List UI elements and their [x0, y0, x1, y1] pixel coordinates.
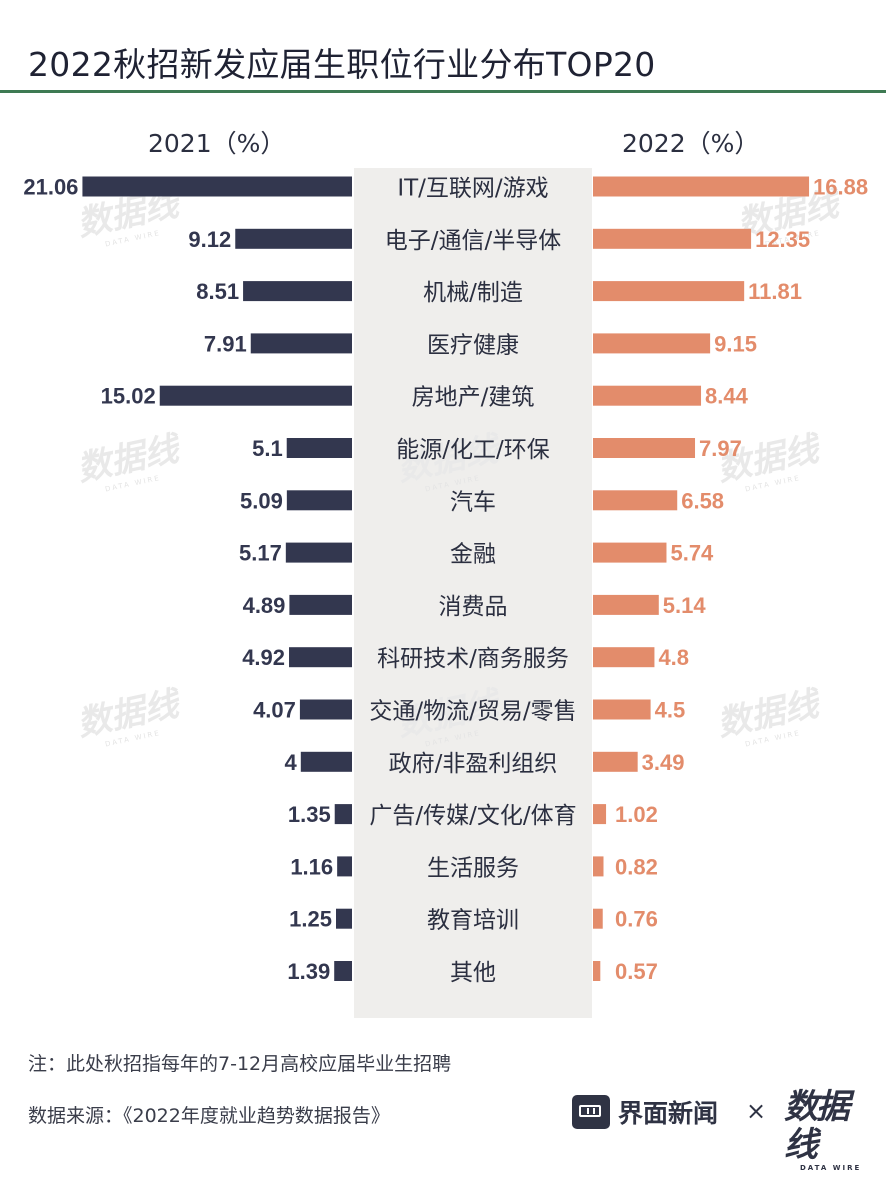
- bar-2021-11: [300, 751, 352, 772]
- category-label-13: 生活服务: [427, 855, 519, 881]
- label-2021-12: 1.35: [288, 802, 331, 827]
- category-label-11: 政府/非盈利组织: [389, 751, 558, 777]
- category-label-9: 科研技术/商务服务: [377, 646, 569, 672]
- label-2022-5: 7.97: [699, 436, 742, 461]
- brand-jiemian: 界面新闻: [572, 1092, 718, 1132]
- category-label-1: 电子/通信/半导体: [385, 228, 562, 254]
- label-2021-1: 9.12: [188, 227, 231, 252]
- category-label-7: 金融: [450, 542, 496, 568]
- right-series-header: 2022（%）: [622, 129, 760, 158]
- bar-2021-8: [289, 594, 352, 615]
- label-2022-8: 5.14: [663, 593, 707, 618]
- category-label-8: 消费品: [439, 594, 508, 620]
- label-2021-7: 5.17: [239, 541, 282, 566]
- jiemian-logo-icon: [572, 1095, 610, 1129]
- label-2022-0: 16.88: [813, 175, 868, 200]
- datawire-logo-mark: 数据线: [784, 1087, 850, 1165]
- label-2022-7: 5.74: [670, 541, 714, 566]
- bar-2021-4: [159, 385, 352, 406]
- bar-2022-4: [593, 385, 702, 406]
- label-2022-3: 9.15: [714, 331, 757, 356]
- label-2022-1: 12.35: [755, 227, 810, 252]
- label-2022-9: 4.8: [658, 645, 689, 670]
- category-label-12: 广告/传媒/文化/体育: [369, 803, 576, 829]
- label-2021-15: 1.39: [287, 959, 330, 984]
- label-2021-11: 4: [285, 750, 298, 775]
- left-series-header: 2021（%）: [148, 129, 286, 158]
- category-label-14: 教育培训: [427, 908, 519, 934]
- category-label-6: 汽车: [450, 489, 496, 515]
- label-2021-3: 7.91: [204, 331, 247, 356]
- bar-2022-6: [593, 490, 678, 511]
- bar-2021-12: [334, 804, 352, 825]
- label-2022-4: 8.44: [705, 384, 749, 409]
- bar-2021-13: [337, 856, 352, 877]
- bar-2022-9: [593, 647, 655, 668]
- label-2021-8: 4.89: [243, 593, 286, 618]
- source-note: 数据来源：《2022年度就业趋势数据报告》: [28, 1105, 390, 1127]
- brand-separator: ×: [746, 1097, 767, 1125]
- bar-2022-2: [593, 281, 745, 302]
- title-divider: [0, 90, 886, 93]
- bar-2021-14: [336, 908, 352, 929]
- datawire-logo-sub: DATA WIRE: [800, 1164, 862, 1172]
- brand-datawire-logo: 数据线 DATA WIRE: [784, 1088, 868, 1172]
- bar-2022-14: [593, 908, 603, 929]
- bar-2022-5: [593, 438, 696, 458]
- category-label-15: 其他: [450, 960, 496, 986]
- bar-2022-12: [593, 804, 607, 825]
- label-2021-10: 4.07: [253, 698, 296, 723]
- label-2021-9: 4.92: [242, 645, 285, 670]
- label-2021-6: 5.09: [240, 488, 283, 513]
- bar-2022-8: [593, 594, 659, 615]
- bar-2021-1: [235, 228, 352, 249]
- label-2022-10: 4.5: [655, 698, 686, 723]
- category-label-10: 交通/物流/贸易/零售: [369, 699, 576, 725]
- bar-2021-0: [82, 176, 352, 197]
- label-2021-14: 1.25: [289, 907, 332, 932]
- category-label-5: 能源/化工/环保: [396, 437, 550, 463]
- bar-2021-5: [286, 438, 352, 458]
- bar-2022-1: [593, 228, 752, 249]
- bar-2021-10: [299, 699, 352, 720]
- category-label-0: IT/互联网/游戏: [397, 176, 548, 202]
- label-2022-15: 0.57: [615, 959, 658, 984]
- bar-2022-11: [593, 751, 638, 772]
- category-label-2: 机械/制造: [423, 280, 523, 306]
- label-2021-2: 8.51: [196, 279, 239, 304]
- bar-2021-3: [250, 333, 352, 354]
- bar-2022-10: [593, 699, 651, 720]
- category-panel: [354, 168, 592, 1018]
- bar-2021-7: [285, 542, 352, 563]
- label-2021-13: 1.16: [290, 854, 333, 879]
- footnote: 注：此处秋招指每年的7-12月高校应届毕业生招聘: [28, 1053, 452, 1075]
- bar-2022-0: [593, 176, 810, 197]
- bar-2022-13: [593, 856, 604, 877]
- label-2022-13: 0.82: [615, 854, 658, 879]
- bar-2022-3: [593, 333, 711, 354]
- label-2021-4: 15.02: [101, 384, 156, 409]
- label-2022-2: 11.81: [748, 279, 802, 304]
- chart-title: 2022秋招新发应届生职位行业分布TOP20: [28, 45, 656, 84]
- label-2021-0: 21.06: [23, 175, 78, 200]
- bar-2021-2: [243, 281, 352, 302]
- label-2022-14: 0.76: [615, 907, 658, 932]
- label-2022-12: 1.02: [615, 802, 658, 827]
- bar-2021-6: [286, 490, 352, 511]
- category-label-3: 医疗健康: [427, 332, 519, 358]
- bar-2021-15: [334, 961, 352, 981]
- label-2022-6: 6.58: [681, 488, 724, 513]
- bar-2022-7: [593, 542, 667, 563]
- bar-2022-15: [593, 961, 601, 981]
- label-2022-11: 3.49: [642, 750, 685, 775]
- category-label-4: 房地产/建筑: [412, 385, 535, 411]
- label-2021-5: 5.1: [252, 436, 283, 461]
- brand-primary-name: 界面新闻: [618, 1099, 719, 1128]
- bar-2021-9: [289, 647, 352, 668]
